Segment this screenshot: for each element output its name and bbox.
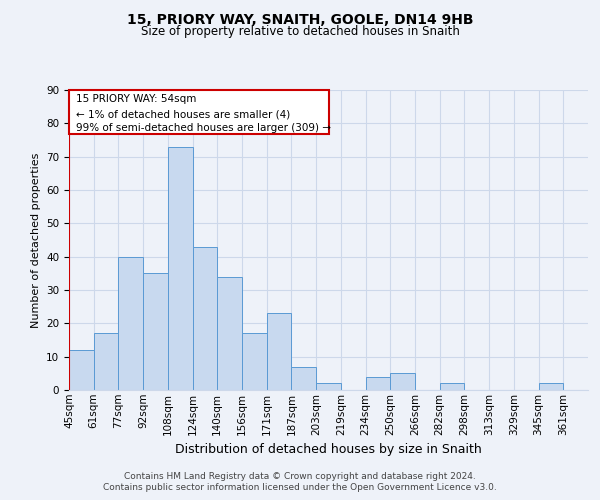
Bar [365, 376, 390, 390]
Text: Size of property relative to detached houses in Snaith: Size of property relative to detached ho… [140, 25, 460, 38]
Text: 15 PRIORY WAY: 54sqm: 15 PRIORY WAY: 54sqm [76, 94, 197, 104]
Bar [217, 276, 242, 390]
Bar [143, 274, 168, 390]
Bar [390, 374, 415, 390]
Bar [440, 384, 464, 390]
Bar [316, 384, 341, 390]
Bar [292, 366, 316, 390]
Bar [168, 146, 193, 390]
Text: Contains public sector information licensed under the Open Government Licence v3: Contains public sector information licen… [103, 484, 497, 492]
Bar [539, 384, 563, 390]
X-axis label: Distribution of detached houses by size in Snaith: Distribution of detached houses by size … [175, 443, 482, 456]
Bar [118, 256, 143, 390]
Bar [267, 314, 292, 390]
Bar [69, 350, 94, 390]
Text: 15, PRIORY WAY, SNAITH, GOOLE, DN14 9HB: 15, PRIORY WAY, SNAITH, GOOLE, DN14 9HB [127, 12, 473, 26]
Bar [193, 246, 217, 390]
Text: Contains HM Land Registry data © Crown copyright and database right 2024.: Contains HM Land Registry data © Crown c… [124, 472, 476, 481]
Y-axis label: Number of detached properties: Number of detached properties [31, 152, 41, 328]
Text: 99% of semi-detached houses are larger (309) →: 99% of semi-detached houses are larger (… [76, 123, 331, 133]
Bar [242, 334, 267, 390]
Bar [94, 334, 118, 390]
Text: ← 1% of detached houses are smaller (4): ← 1% of detached houses are smaller (4) [76, 109, 290, 119]
